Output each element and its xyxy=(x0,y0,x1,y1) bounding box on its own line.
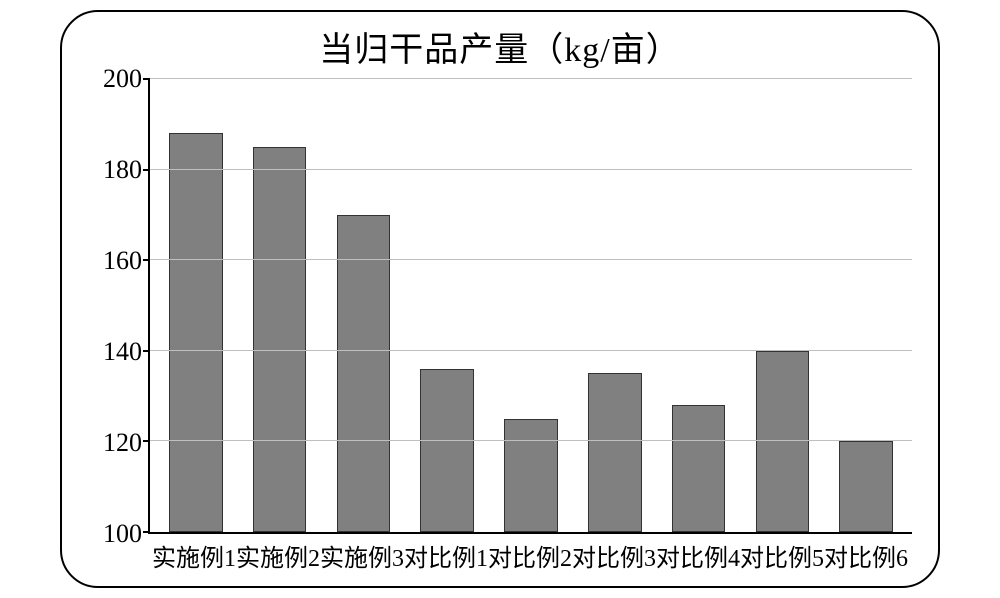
y-tick-label: 140 xyxy=(103,337,142,367)
x-tick-label: 实施例2 xyxy=(236,538,320,573)
x-tick-label: 对比例5 xyxy=(740,538,824,573)
plot-wrap: 实施例1实施例2实施例3对比例1对比例2对比例3对比例4对比例5对比例6 xyxy=(148,79,912,573)
bar-slot xyxy=(238,79,322,532)
bar xyxy=(337,215,391,532)
bar xyxy=(420,369,474,532)
x-axis: 实施例1实施例2实施例3对比例1对比例2对比例3对比例4对比例5对比例6 xyxy=(148,538,912,573)
y-tick-label: 200 xyxy=(103,64,142,94)
y-tick-label: 120 xyxy=(103,428,142,458)
bar-slot xyxy=(657,79,741,532)
gridline xyxy=(150,440,912,441)
chart-body: 100120140160180200 实施例1实施例2实施例3对比例1对比例2对… xyxy=(88,79,912,573)
x-tick-label: 对比例3 xyxy=(572,538,656,573)
chart-title: 当归干品产量（kg/亩） xyxy=(88,22,912,71)
y-tick-label: 100 xyxy=(103,519,142,549)
bar xyxy=(588,373,642,532)
y-tick-mark xyxy=(143,169,150,171)
y-tick-mark xyxy=(143,259,150,261)
bars-layer xyxy=(150,79,912,532)
y-tick-mark xyxy=(143,350,150,352)
bar xyxy=(756,351,810,532)
bar-slot xyxy=(405,79,489,532)
y-axis: 100120140160180200 xyxy=(88,79,148,573)
bar xyxy=(839,441,893,532)
y-tick-mark xyxy=(143,440,150,442)
y-tick-mark xyxy=(143,78,150,80)
bar xyxy=(253,147,307,532)
x-tick-label: 实施例3 xyxy=(320,538,404,573)
x-tick-label: 实施例1 xyxy=(152,538,236,573)
bar-slot xyxy=(573,79,657,532)
y-tick-mark xyxy=(143,531,150,533)
x-tick-label: 对比例2 xyxy=(488,538,572,573)
gridline xyxy=(150,350,912,351)
bar xyxy=(169,133,223,532)
bar-slot xyxy=(489,79,573,532)
bar-slot xyxy=(154,79,238,532)
plot-area xyxy=(148,79,912,534)
bar xyxy=(672,405,726,532)
chart-container: 当归干品产量（kg/亩） 100 120 140 160 180 200 实施例1实施例2… xyxy=(60,10,940,588)
bar-slot xyxy=(322,79,406,532)
x-tick-label: 对比例1 xyxy=(404,538,488,573)
y-tick-label: 160 xyxy=(103,246,142,276)
x-tick-label: 对比例6 xyxy=(824,538,908,573)
gridline xyxy=(150,259,912,260)
gridline xyxy=(150,78,912,79)
y-tick-label: 180 xyxy=(103,155,142,185)
gridline xyxy=(150,169,912,170)
bar xyxy=(504,419,558,532)
bar-slot xyxy=(824,79,908,532)
x-tick-label: 对比例4 xyxy=(656,538,740,573)
bar-slot xyxy=(740,79,824,532)
